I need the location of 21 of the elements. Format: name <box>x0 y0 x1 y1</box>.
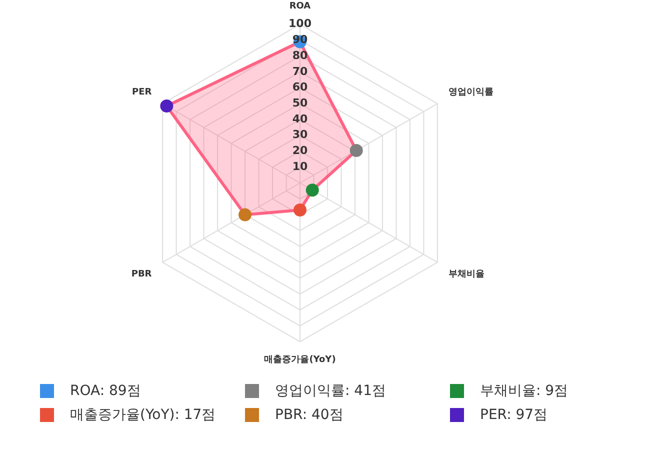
text: 매출증가율(YoY): 17점 <box>70 406 216 424</box>
text: 부채비율: 9점 <box>480 382 568 400</box>
text: PER: 97점 <box>480 406 548 424</box>
text: 영업이익률: 41점 <box>275 382 386 400</box>
y-tick-label: 10 <box>292 160 308 173</box>
y-tick-label: 20 <box>292 144 308 158</box>
y-tick-label: 100 <box>288 17 312 30</box>
y-tick-label: 30 <box>292 128 308 142</box>
y-tick-label: 70 <box>292 64 308 78</box>
text: ROA: 89점 <box>70 382 141 400</box>
y-tick-label: 50 <box>292 96 308 110</box>
text: PBR: 40점 <box>275 406 344 424</box>
spoke-label: 부채비율 <box>448 269 484 280</box>
y-tick-label: 60 <box>292 80 308 94</box>
spoke-label: PER <box>132 87 152 98</box>
y-tick-label: 80 <box>292 48 308 62</box>
spoke-label: PBR <box>131 269 152 280</box>
spoke-label: ROA <box>289 2 311 12</box>
y-tick-label: 40 <box>292 112 308 126</box>
spoke-label: 매출증가율(YoY) <box>264 354 336 365</box>
spoke-label: 영업이익률 <box>448 87 494 98</box>
